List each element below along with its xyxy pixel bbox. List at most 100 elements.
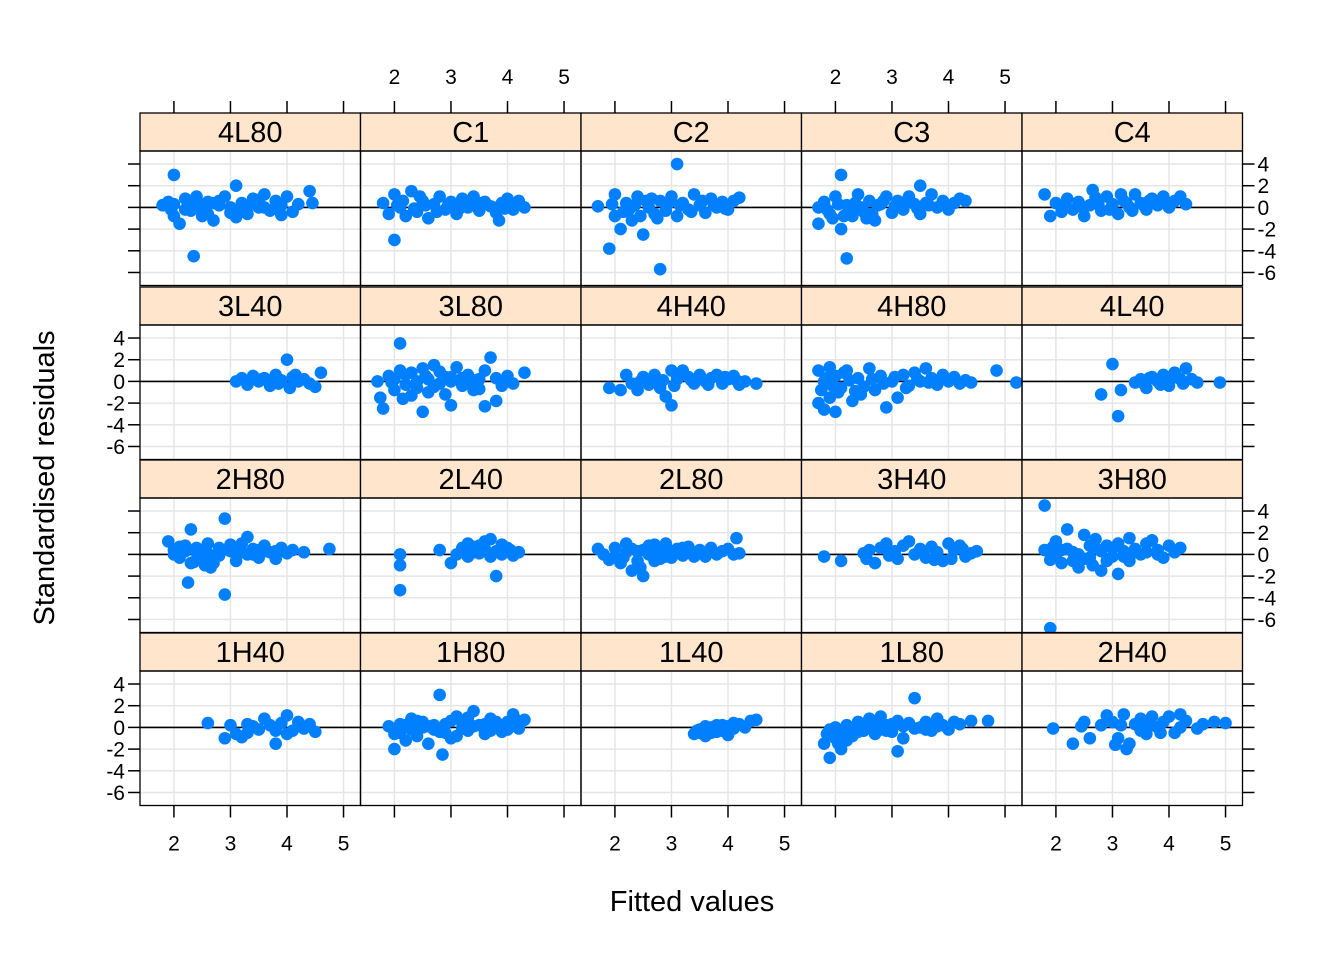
panel-strip (580, 459, 803, 499)
data-point (308, 725, 322, 739)
data-point (662, 196, 675, 210)
data-point (323, 542, 336, 556)
data-point (430, 205, 444, 219)
panel-strip-label: 4H80 (877, 291, 946, 323)
data-point (478, 400, 492, 413)
data-point (1111, 567, 1125, 581)
panel-strip (359, 286, 582, 326)
data-point (382, 207, 396, 221)
data-point (461, 377, 475, 390)
panel-frame (139, 324, 362, 461)
data-point (427, 358, 441, 372)
y-tick-label: -4 (1258, 240, 1277, 263)
data-point (506, 377, 520, 390)
data-point (393, 583, 407, 597)
data-point (492, 214, 506, 227)
data-point (441, 198, 455, 212)
panel-frame (800, 497, 1023, 634)
data-point (812, 217, 825, 230)
data-point (453, 202, 466, 215)
y-tick-label: -4 (1258, 587, 1277, 610)
data-point (684, 205, 698, 219)
data-point (461, 711, 475, 724)
panel-strip (139, 632, 362, 672)
data-point (269, 724, 282, 737)
panel-strip-label: 4H40 (657, 291, 726, 323)
data-point (959, 194, 972, 208)
panel-strip-label: 3H40 (877, 464, 946, 496)
data-point (860, 211, 873, 225)
data-point (1108, 738, 1122, 752)
panel-strip (1021, 632, 1244, 672)
data-point (187, 555, 201, 569)
data-point (891, 744, 904, 758)
data-point (834, 554, 848, 568)
data-point (198, 558, 212, 572)
data-point (636, 543, 650, 557)
x-tick-label: 3 (225, 833, 237, 856)
y-tick-label: 2 (1258, 522, 1270, 545)
panel-strip-label: 4L80 (218, 117, 283, 149)
x-tick-label: 3 (666, 833, 678, 856)
data-point (665, 398, 678, 412)
data-point (1154, 195, 1167, 209)
data-point (1089, 532, 1102, 546)
panel-4h40: 4H40 (580, 286, 803, 461)
y-axis-label: Standardised residuals (29, 330, 61, 625)
x-tick-label: 3 (445, 66, 457, 89)
data-point (899, 195, 913, 209)
y-tick-label: 4 (1258, 501, 1270, 524)
y-tick-label: 4 (113, 328, 125, 351)
data-point (422, 737, 435, 750)
data-point (648, 538, 661, 551)
x-tick-label: 5 (558, 66, 570, 89)
panel-frame (580, 497, 803, 634)
data-point (930, 720, 944, 733)
data-point (501, 723, 514, 736)
data-point (1058, 201, 1071, 214)
x-tick-label: 4 (722, 833, 734, 856)
data-point (676, 541, 690, 555)
data-point (656, 374, 670, 387)
data-point (1043, 621, 1057, 635)
data-point (269, 544, 282, 558)
panel-frame (359, 150, 582, 287)
data-point (591, 200, 605, 213)
panel-4l80: 4L80 (139, 112, 362, 287)
data-point (634, 375, 647, 388)
data-point (911, 202, 924, 215)
panel-strip-label: 2H80 (216, 464, 285, 496)
data-point (882, 549, 896, 562)
x-tick-label: 5 (779, 833, 791, 856)
data-point (433, 543, 446, 557)
data-point (826, 211, 839, 225)
data-point (701, 378, 715, 391)
data-point (444, 398, 458, 412)
data-point (696, 194, 709, 208)
data-point (899, 381, 913, 395)
data-point (902, 535, 916, 548)
y-tick-label: -6 (106, 436, 125, 459)
panel-strip (1021, 459, 1244, 499)
data-point (1114, 383, 1128, 397)
data-point (1123, 737, 1136, 750)
x-tick-label: 2 (168, 833, 180, 856)
data-point (478, 535, 492, 548)
panel-strip-label: C3 (893, 117, 930, 149)
data-point (1140, 545, 1153, 559)
x-tick-label: 2 (389, 66, 401, 89)
data-point (286, 543, 299, 557)
data-point (1219, 716, 1232, 730)
data-point (201, 207, 215, 221)
data-point (919, 723, 933, 736)
data-point (393, 726, 407, 740)
data-point (730, 374, 743, 387)
data-point (489, 394, 503, 408)
data-point (1154, 378, 1167, 391)
data-point (306, 196, 319, 210)
data-point (371, 375, 384, 388)
data-point (478, 364, 492, 377)
panel-1h80: 1H80 (359, 632, 582, 807)
data-point (269, 737, 282, 750)
data-point (1154, 726, 1167, 740)
